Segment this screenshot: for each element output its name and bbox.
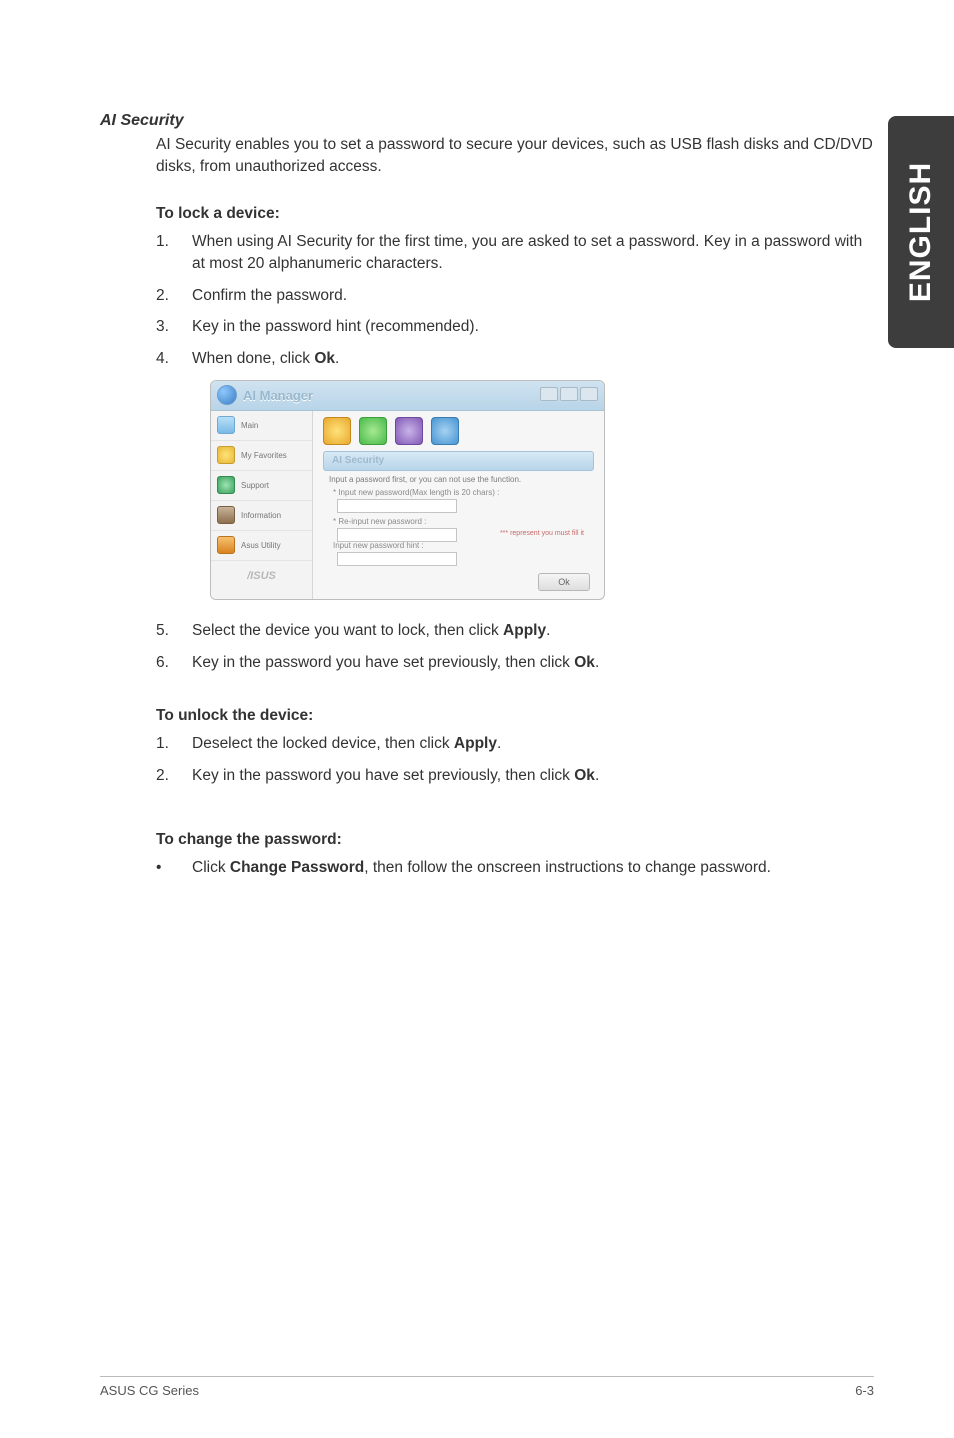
lock-heading: To lock a device: (156, 205, 874, 223)
change-heading: To change the password: (156, 831, 874, 849)
app-body: Main My Favorites Support Information (211, 411, 604, 600)
step-number: 6. (156, 652, 192, 674)
tool-icon-3[interactable] (395, 417, 423, 445)
step-number: 2. (156, 765, 192, 787)
step-text: Key in the password hint (recommended). (192, 316, 874, 338)
tool-icon-2[interactable] (359, 417, 387, 445)
favorites-icon (217, 446, 235, 464)
window-buttons[interactable] (540, 387, 598, 401)
lock-steps-cont: 5. Select the device you want to lock, t… (156, 620, 874, 673)
lock-step-1: 1. When using AI Security for the first … (156, 231, 874, 274)
step-text: When using AI Security for the first tim… (192, 231, 874, 274)
sidebar-item-favorites[interactable]: My Favorites (211, 441, 312, 471)
step-number: 4. (156, 348, 192, 370)
maximize-icon[interactable] (560, 387, 578, 401)
ok-button[interactable]: Ok (538, 573, 590, 591)
step-text: Deselect the locked device, then click A… (192, 733, 874, 755)
language-tab-label: ENGLISH (904, 162, 938, 302)
toolbar-icons (323, 417, 594, 445)
step-text: Confirm the password. (192, 285, 874, 307)
change-bullets: • Click Change Password, then follow the… (156, 857, 874, 879)
step-number: 1. (156, 733, 192, 755)
step-text: When done, click Ok. (192, 348, 874, 370)
information-icon (217, 506, 235, 524)
panel-banner: AI Security (323, 451, 594, 471)
lock-step-2: 2. Confirm the password. (156, 285, 874, 307)
app-title: AI Manager (243, 388, 313, 403)
main-icon (217, 416, 235, 434)
sidebar-item-utility[interactable]: Asus Utility (211, 531, 312, 561)
unlock-step-2: 2. Key in the password you have set prev… (156, 765, 874, 787)
page-footer: ASUS CG Series 6-3 (100, 1376, 874, 1398)
utility-icon (217, 536, 235, 554)
tool-icon-4[interactable] (431, 417, 459, 445)
required-note: *** represent you must fill it (323, 530, 594, 537)
footer-left: ASUS CG Series (100, 1383, 199, 1398)
field2-label: * Re-input new password : (323, 517, 594, 526)
lock-step-3: 3. Key in the password hint (recommended… (156, 316, 874, 338)
field3-label: Input new password hint : (323, 541, 594, 550)
unlock-heading: To unlock the device: (156, 707, 874, 725)
minimize-icon[interactable] (540, 387, 558, 401)
sidebar-item-support[interactable]: Support (211, 471, 312, 501)
step-text: Key in the password you have set previou… (192, 765, 874, 787)
instruction-text: Input a password first, or you can not u… (323, 475, 594, 484)
language-tab: ENGLISH (888, 116, 954, 348)
lock-step-6: 6. Key in the password you have set prev… (156, 652, 874, 674)
footer-right: 6-3 (855, 1383, 874, 1398)
close-icon[interactable] (580, 387, 598, 401)
hint-input[interactable] (337, 552, 457, 566)
sidebar-item-main[interactable]: Main (211, 411, 312, 441)
screenshot-container: AI Manager Main My Favorites (210, 380, 874, 600)
section-title: AI Security (100, 112, 874, 130)
lock-step-4: 4. When done, click Ok. (156, 348, 874, 370)
lock-steps: 1. When using AI Security for the first … (156, 231, 874, 369)
change-bullet-1: • Click Change Password, then follow the… (156, 857, 874, 879)
tool-icon-1[interactable] (323, 417, 351, 445)
step-number: 5. (156, 620, 192, 642)
intro-text: AI Security enables you to set a passwor… (156, 134, 874, 177)
lock-step-5: 5. Select the device you want to lock, t… (156, 620, 874, 642)
titlebar: AI Manager (211, 381, 604, 411)
unlock-steps: 1. Deselect the locked device, then clic… (156, 733, 874, 786)
sidebar: Main My Favorites Support Information (211, 411, 313, 600)
bullet-text: Click Change Password, then follow the o… (192, 857, 771, 879)
unlock-step-1: 1. Deselect the locked device, then clic… (156, 733, 874, 755)
step-text: Key in the password you have set previou… (192, 652, 874, 674)
step-number: 1. (156, 231, 192, 274)
app-orb-icon (217, 385, 237, 405)
ai-manager-screenshot: AI Manager Main My Favorites (210, 380, 605, 600)
page-content: AI Security AI Security enables you to s… (0, 0, 954, 878)
bullet-marker: • (156, 857, 192, 879)
step-text: Select the device you want to lock, then… (192, 620, 874, 642)
brand-logo: /ISUS (211, 561, 312, 591)
password-input[interactable] (337, 499, 457, 513)
support-icon (217, 476, 235, 494)
step-number: 2. (156, 285, 192, 307)
main-panel: AI Security Input a password first, or y… (313, 411, 604, 600)
sidebar-item-information[interactable]: Information (211, 501, 312, 531)
step-number: 3. (156, 316, 192, 338)
field1-label: * Input new password(Max length is 20 ch… (323, 488, 594, 497)
